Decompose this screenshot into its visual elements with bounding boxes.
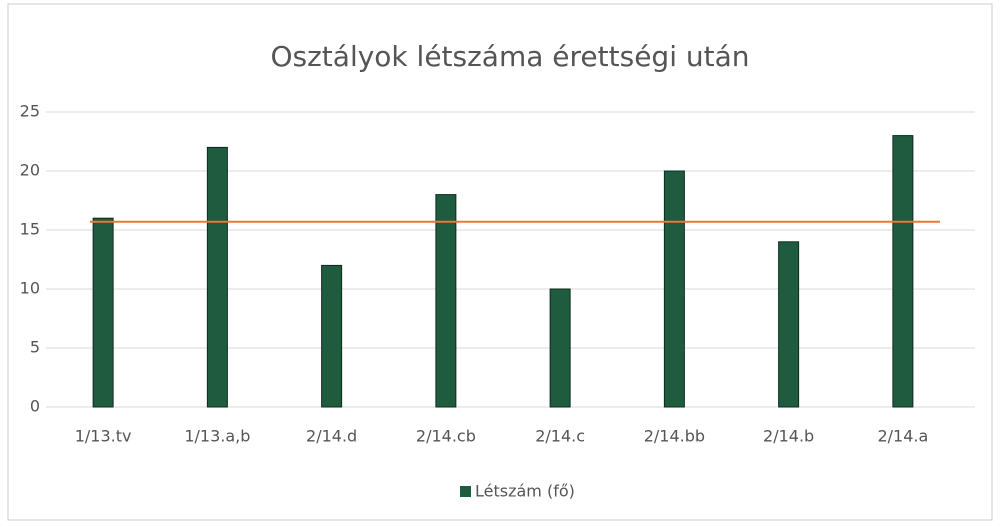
x-tick-label: 2/14.b (763, 427, 814, 446)
chart-title: Osztályok létszáma érettségi után (270, 40, 749, 73)
x-tick-label: 1/13.tv (75, 427, 132, 446)
bar (321, 264, 343, 408)
x-tick-label: 2/14.d (306, 427, 357, 446)
legend-swatch (460, 486, 471, 497)
y-tick-label: 10 (20, 279, 40, 298)
bar (778, 241, 800, 408)
bar (549, 288, 571, 408)
y-tick-label: 15 (20, 220, 40, 239)
bar (435, 194, 457, 408)
y-tick-label: 20 (20, 161, 40, 180)
x-tick-label: 2/14.bb (644, 427, 705, 446)
bar (892, 135, 914, 408)
bar (206, 146, 228, 408)
y-tick-label: 5 (30, 338, 40, 357)
y-tick-label: 0 (30, 397, 40, 416)
legend-label: Létszám (fő) (475, 482, 575, 501)
y-tick-label: 25 (20, 102, 40, 121)
x-tick-label: 1/13.a,b (184, 427, 250, 446)
bar (92, 217, 114, 408)
x-tick-label: 2/14.cb (416, 427, 476, 446)
x-tick-label: 2/14.a (877, 427, 928, 446)
x-tick-label: 2/14.c (535, 427, 585, 446)
bar (663, 170, 685, 408)
chart-frame (7, 3, 993, 521)
